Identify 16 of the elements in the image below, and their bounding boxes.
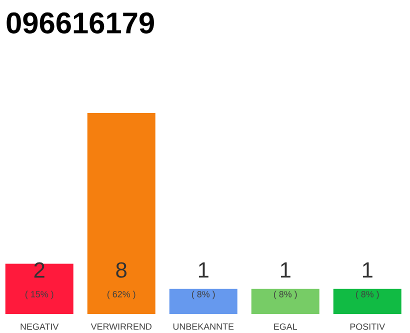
data-label: 8 — [116, 262, 126, 278]
data-label: 2 — [34, 262, 44, 278]
annotation: ( 8% ) — [192, 290, 215, 300]
annotation: ( 8% ) — [356, 290, 379, 300]
data-label: 1 — [198, 262, 208, 278]
x-tick-label: UNBEKANNTE — [173, 323, 234, 330]
x-tick-label: POSITIV — [350, 323, 386, 330]
x-tick-label: VERWIRREND — [90, 323, 152, 330]
x-tick-label: NEGATIV — [20, 323, 59, 330]
x-tick-label: EGAL — [274, 323, 298, 330]
annotation: ( 62% ) — [107, 290, 136, 300]
chart-title: 096616179 — [6, 12, 154, 34]
data-label: 1 — [280, 262, 290, 278]
data-label: 1 — [362, 262, 372, 278]
annotation: ( 15% ) — [25, 290, 54, 300]
annotation: ( 8% ) — [274, 290, 297, 300]
